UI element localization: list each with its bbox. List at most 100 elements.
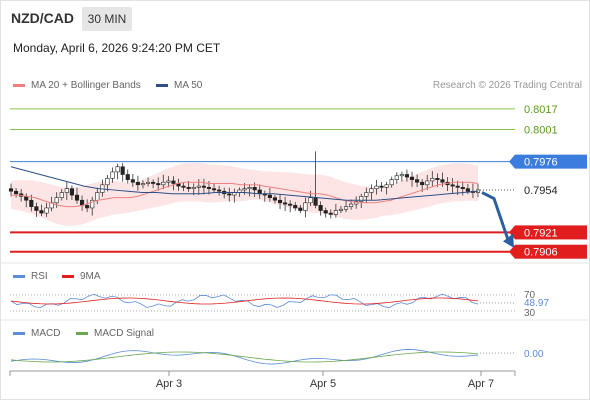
rsi-swatch: [13, 275, 25, 278]
pivot-level-tag: [515, 154, 587, 169]
candle-down: [206, 187, 212, 189]
candle-down: [217, 189, 222, 192]
candle-down: [420, 181, 425, 186]
candle-up: [399, 174, 404, 177]
candle-up: [394, 175, 399, 180]
candle-up: [191, 187, 196, 189]
timeframe-button[interactable]: 30 MIN: [82, 7, 132, 31]
legend-9ma-label: 9MA: [80, 271, 101, 282]
candle-down: [186, 187, 191, 189]
support-level-tag-pointer: [509, 244, 515, 259]
legend-ma20-label: MA 20 + Bollinger Bands: [31, 80, 141, 91]
candle-up: [374, 185, 379, 189]
candle-down: [404, 174, 410, 178]
legend-ma50-label: MA 50: [174, 80, 203, 91]
ma20-swatch: [13, 84, 25, 87]
candle-up: [140, 183, 146, 186]
candle-down: [120, 166, 125, 175]
forecast-arrow-head: [503, 233, 514, 248]
candle-up: [359, 196, 364, 202]
legend-rsi: RSI: [13, 271, 48, 282]
candle-up: [242, 188, 247, 191]
candle-up: [110, 171, 115, 179]
legend-macd-signal: MACD Signal: [76, 328, 154, 339]
macd-signal-line: [10, 351, 479, 363]
candle-down: [135, 181, 140, 186]
candle-down: [125, 174, 130, 180]
candle-up: [349, 203, 354, 207]
resistance-level-label: 0.8017: [524, 104, 558, 116]
macd-swatch: [13, 332, 25, 335]
candle-down: [440, 179, 445, 183]
rsi-9ma-line: [10, 297, 479, 305]
candle-down: [34, 206, 39, 211]
candle-down: [379, 185, 384, 188]
candle-up: [389, 179, 394, 186]
candle-down: [465, 188, 470, 192]
legend-ma20-bb: MA 20 + Bollinger Bands: [13, 80, 141, 91]
candle-down: [252, 187, 257, 191]
candle-up: [369, 188, 374, 193]
candle-down: [8, 188, 14, 192]
candle-down: [272, 197, 278, 201]
candle-down: [328, 212, 333, 215]
candle-up: [54, 197, 59, 204]
rsi-value-label: 48.97: [524, 298, 549, 309]
candle-down: [29, 199, 34, 207]
candle-down: [201, 185, 206, 188]
ma50-swatch: [156, 84, 168, 87]
support-level-label: 0.7921: [524, 227, 558, 239]
forecast-arrow: [481, 191, 511, 244]
candle-down: [74, 194, 80, 201]
candle-up: [425, 180, 430, 186]
rsi-level-30: 30: [524, 308, 536, 319]
candle-up: [166, 180, 171, 183]
legend-rsi-label: RSI: [31, 271, 48, 282]
legend-macd-signal-label: MACD Signal: [94, 328, 155, 339]
candle-down: [181, 185, 186, 188]
pivot-level-label: 0.7976: [524, 157, 558, 169]
candle-down: [435, 178, 440, 180]
candle-down: [227, 193, 232, 196]
macd-signal-swatch: [76, 332, 88, 335]
ma9-swatch: [62, 275, 74, 278]
x-tick-label: Apr 3: [156, 378, 182, 390]
ma50-line: [10, 166, 479, 201]
candle-up: [308, 197, 313, 204]
rsi-line: [10, 293, 479, 309]
candle-up: [64, 188, 69, 193]
candle-up: [59, 192, 64, 198]
candle-up: [196, 185, 201, 188]
candle-up: [303, 202, 308, 211]
candle-up: [161, 181, 166, 186]
candle-down: [130, 179, 135, 183]
candle-up: [95, 192, 100, 201]
ma20-line: [11, 181, 479, 208]
candle-up: [145, 181, 151, 184]
candle-up: [338, 208, 344, 211]
candle-up: [44, 207, 49, 214]
candle-down: [415, 179, 420, 183]
x-tick-label: Apr 5: [310, 378, 336, 390]
copyright-text: Research © 2026 Trading Central: [432, 80, 582, 91]
candle-up: [333, 210, 338, 215]
legend-ma50: MA 50: [156, 80, 202, 91]
macd-value-label: 0.00: [524, 349, 544, 360]
macd-line: [10, 349, 479, 365]
support-level-label: 0.7906: [524, 247, 558, 259]
candle-up: [247, 187, 252, 189]
candle-down: [288, 203, 293, 206]
candle-down: [151, 181, 156, 184]
support-level-tag-pointer: [509, 225, 515, 240]
candle-down: [455, 185, 460, 188]
rsi-level-70: 70: [524, 290, 536, 301]
candle-down: [257, 189, 262, 195]
support-level-tag: [515, 244, 587, 259]
candle-up: [364, 192, 369, 197]
candle-down: [283, 202, 288, 205]
candle-up: [384, 184, 389, 188]
candle-up: [430, 178, 435, 182]
candle-down: [267, 194, 272, 198]
candle-down: [211, 188, 217, 191]
